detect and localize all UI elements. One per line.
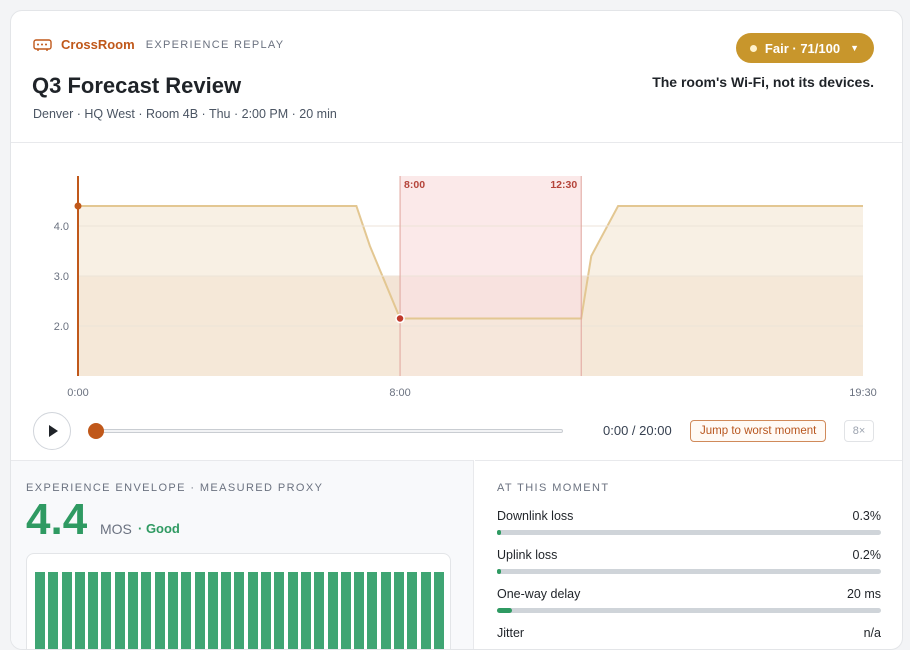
- metric-value: 20 ms: [846, 587, 881, 601]
- metric-jitter: Jitter n/a: [497, 626, 881, 640]
- mos-unit: MOS: [100, 521, 132, 537]
- metric-bar: [497, 530, 881, 535]
- metric-uplink-loss: Uplink loss 0.2%: [497, 548, 881, 574]
- x-tick-label: 8:00: [389, 387, 410, 399]
- y-tick-label: 2.0: [54, 321, 69, 333]
- envelope-bar-list: [35, 572, 447, 649]
- envelope-bar: [261, 572, 272, 649]
- envelope-bar: [407, 572, 418, 649]
- verdict-label: Fair · 71/100: [764, 40, 841, 56]
- envelope-bar: [88, 572, 99, 649]
- playhead-marker: [74, 202, 82, 210]
- caret-down-icon: ▼: [850, 43, 859, 53]
- envelope-bar: [314, 572, 325, 649]
- envelope-bar: [101, 572, 112, 649]
- envelope-bar: [114, 572, 125, 649]
- envelope-bar: [48, 572, 59, 649]
- envelope-bar: [35, 572, 45, 649]
- moment-heading: AT THIS MOMENT: [497, 482, 610, 494]
- jump-to-worst-button[interactable]: Jump to worst moment: [690, 420, 827, 442]
- envelope-bar: [154, 572, 165, 649]
- x-tick-label: 0:00: [67, 387, 88, 399]
- envelope-bar: [61, 572, 72, 649]
- player-controls: 0:00 / 20:00 Jump to worst moment 8×: [11, 411, 902, 451]
- metric-fill: [497, 569, 501, 574]
- worst-point-marker: [395, 313, 405, 324]
- envelope-bar: [274, 572, 285, 649]
- play-button[interactable]: [33, 412, 71, 450]
- envelope-bar: [207, 572, 218, 649]
- metric-label: Jitter: [497, 626, 525, 640]
- series-area: [78, 206, 863, 376]
- envelope-bar: [394, 572, 405, 649]
- metric-downlink-loss: Downlink loss 0.3%: [497, 509, 881, 535]
- brand-name: CrossRoom: [61, 37, 135, 52]
- brand: CrossRoom EXPERIENCE REPLAY: [33, 37, 284, 52]
- envelope-bar: [420, 572, 431, 649]
- mos-rating: · Good: [138, 521, 180, 536]
- metric-label: Downlink loss: [497, 509, 574, 523]
- header: CrossRoom EXPERIENCE REPLAY Q3 Forecast …: [11, 11, 902, 143]
- envelope-heading: EXPERIENCE ENVELOPE · MEASURED PROXY: [26, 482, 324, 494]
- meeting-meta: Denver · HQ West · Room 4B · Thu · 2:00 …: [33, 107, 337, 121]
- metric-bar: [497, 569, 881, 574]
- envelope-bar: [247, 572, 258, 649]
- envelope-bars: [26, 553, 451, 649]
- replay-card: CrossRoom EXPERIENCE REPLAY Q3 Forecast …: [10, 10, 903, 650]
- y-tick-label: 3.0: [54, 271, 69, 283]
- envelope-bar: [367, 572, 378, 649]
- time-readout: 0:00 / 20:00: [603, 423, 672, 438]
- speed-button[interactable]: 8×: [844, 420, 874, 442]
- metric-fill: [497, 530, 501, 535]
- highlight-end-label: 12:30: [550, 179, 577, 191]
- metric-value: n/a: [863, 626, 881, 640]
- envelope-bar: [234, 572, 245, 649]
- envelope-bar: [287, 572, 298, 649]
- status-dot-icon: [749, 44, 757, 52]
- series-line: [78, 205, 863, 320]
- envelope-bar: [141, 572, 152, 649]
- brand-subtitle: EXPERIENCE REPLAY: [145, 38, 285, 51]
- envelope-bar: [167, 572, 178, 649]
- envelope-bar: [354, 572, 365, 649]
- envelope-bar: [181, 572, 192, 649]
- x-tick-label: 19:30: [849, 387, 877, 399]
- mos-timeline-chart[interactable]: 4.0 3.0 2.0 8:00 12:30 0:00 8:00 19:30: [11, 144, 902, 460]
- verdict-dropdown[interactable]: Fair · 71/100 ▼: [735, 33, 874, 63]
- moment-panel: AT THIS MOMENT Downlink loss 0.3% Uplink…: [475, 460, 902, 649]
- envelope-bar: [128, 572, 139, 649]
- envelope-bar: [433, 572, 444, 649]
- envelope-bar: [194, 572, 205, 649]
- envelope-bar: [221, 572, 232, 649]
- envelope-bar: [74, 572, 85, 649]
- envelope-bar: [340, 572, 351, 649]
- router-icon: [33, 38, 52, 51]
- scrubber-handle[interactable]: [88, 423, 104, 439]
- tagline: The room's Wi-Fi, not its devices.: [652, 74, 874, 90]
- envelope-panel: EXPERIENCE ENVELOPE · MEASURED PROXY 4.4…: [11, 460, 474, 649]
- scrubber-track[interactable]: [97, 429, 563, 433]
- y-tick-label: 4.0: [54, 221, 69, 233]
- mos-value: 4.4: [26, 495, 88, 544]
- metric-bar: [497, 608, 881, 613]
- metric-value: 0.3%: [852, 509, 882, 523]
- envelope-bar: [327, 572, 338, 649]
- metric-fill: [497, 608, 513, 613]
- metric-one-way-delay: One-way delay 20 ms: [497, 587, 881, 613]
- page-title: Q3 Forecast Review: [32, 73, 242, 98]
- chart-svg: 4.0 3.0 2.0 8:00 12:30 0:00 8:00 19:30: [54, 176, 877, 399]
- envelope-bar: [380, 572, 391, 649]
- metric-value: 0.2%: [852, 548, 882, 562]
- metric-label: One-way delay: [497, 587, 581, 601]
- play-icon: [49, 425, 58, 437]
- highlight-start-label: 8:00: [404, 179, 425, 191]
- metric-label: Uplink loss: [497, 548, 558, 562]
- envelope-bar: [300, 572, 311, 649]
